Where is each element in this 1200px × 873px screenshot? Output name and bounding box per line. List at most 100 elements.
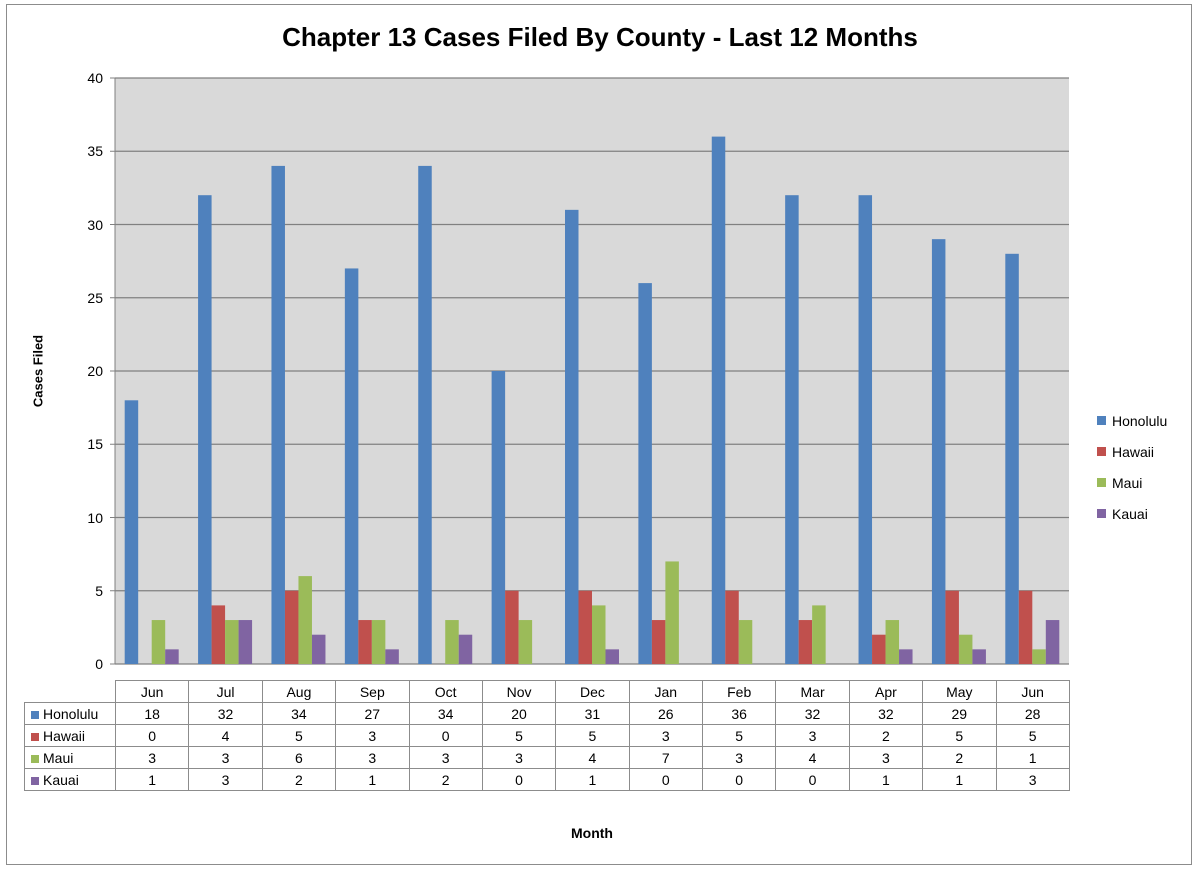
table-cell: 18 [114, 702, 190, 725]
table-cell: 7 [628, 746, 704, 769]
bar-maui-feb [738, 620, 753, 664]
table-cell: 5 [555, 724, 630, 747]
bar-maui-may [958, 634, 973, 664]
legend-item-honolulu: Honolulu [1097, 405, 1167, 436]
table-cell: 3 [701, 746, 777, 769]
table-cell: 5 [261, 724, 337, 747]
table-cell: 36 [701, 702, 777, 725]
table-swatch [31, 754, 39, 763]
bar-honolulu-aug [271, 165, 285, 664]
bar-hawaii-dec [578, 590, 592, 664]
x-tick-label: Dec [555, 680, 630, 703]
bar-maui-mar [812, 605, 826, 664]
table-cell: 0 [628, 768, 704, 791]
table-cell: 3 [335, 724, 410, 747]
bar-kauai-jun [1045, 620, 1060, 664]
table-cell: 2 [408, 768, 483, 791]
x-tick-label: Sep [335, 680, 410, 703]
y-tick-label: 25 [87, 289, 103, 306]
table-cell: 34 [408, 702, 483, 725]
table-cell: 0 [775, 768, 850, 791]
table-cell: 5 [481, 724, 557, 747]
legend: Honolulu Hawaii Maui Kauai [1097, 405, 1167, 529]
legend-label: Maui [1112, 474, 1143, 491]
table-cell: 6 [261, 746, 337, 769]
table-cell: 1 [114, 768, 190, 791]
table-row-header: Kauai [24, 768, 116, 791]
table-cell: 2 [261, 768, 337, 791]
table-cell: 0 [114, 724, 190, 747]
x-tick-label: May [922, 680, 997, 703]
table-cell: 4 [555, 746, 630, 769]
table-series-name: Maui [43, 749, 74, 766]
table-row: Hawaii 0 4 5 3 0 5 5 3 5 3 2 5 5 [24, 724, 1070, 747]
table-cell: 3 [628, 724, 704, 747]
bar-maui-apr [885, 620, 900, 664]
x-axis-label: Month [571, 825, 613, 841]
bar-kauai-apr [899, 649, 913, 664]
y-tick-label: 40 [87, 70, 103, 86]
legend-label: Hawaii [1112, 443, 1155, 460]
bar-hawaii-jan [651, 620, 666, 664]
x-tick-label: Apr [848, 680, 924, 703]
bar-maui-dec [592, 605, 606, 664]
table-cell: 3 [408, 746, 483, 769]
table-cell: 1 [922, 768, 997, 791]
legend-swatch [1097, 416, 1106, 425]
table-cell: 2 [848, 724, 924, 747]
bar-honolulu-nov [491, 371, 506, 664]
table-cell: 26 [628, 702, 704, 725]
data-table: Jun Jul Aug Sep Oct Nov Dec Jan Feb Mar Apr May Jun H… [24, 680, 1070, 791]
table-cell: 1 [555, 768, 630, 791]
bar-honolulu-sep [344, 268, 359, 664]
table-row-header: Honolulu [24, 702, 116, 725]
legend-item-hawaii: Hawaii [1097, 436, 1167, 467]
bar-hawaii-jun [1018, 590, 1033, 664]
table-cell: 3 [481, 746, 557, 769]
table-cell: 3 [848, 746, 924, 769]
x-tick-label: Jun [995, 680, 1070, 703]
bar-honolulu-dec [565, 209, 579, 664]
table-cell: 27 [335, 702, 410, 725]
bar-maui-nov [518, 620, 533, 664]
table-cell: 3 [188, 768, 263, 791]
bar-hawaii-jul [211, 605, 226, 664]
table-cell: 2 [922, 746, 997, 769]
bar-honolulu-jun [124, 400, 139, 664]
table-cell: 0 [481, 768, 557, 791]
table-cell: 20 [481, 702, 557, 725]
table-cell: 0 [701, 768, 777, 791]
y-tick-label: 35 [87, 143, 103, 160]
bar-kauai-sep [385, 649, 399, 664]
bar-hawaii-aug [284, 590, 299, 664]
bar-kauai-oct [458, 634, 473, 664]
legend-item-kauai: Kauai [1097, 498, 1167, 529]
table-swatch [31, 732, 39, 741]
table-cell: 1 [848, 768, 924, 791]
x-tick-label: Oct [408, 680, 483, 703]
y-tick-label: 5 [95, 582, 103, 599]
table-cell: 31 [555, 702, 630, 725]
table-row-header: Maui [24, 746, 116, 769]
table-series-name: Hawaii [43, 727, 86, 744]
bar-hawaii-apr [872, 634, 886, 664]
table-cell: 1 [995, 746, 1070, 769]
table-cell: 32 [775, 702, 850, 725]
bar-maui-sep [371, 620, 386, 664]
bar-kauai-jul [238, 620, 253, 664]
bar-honolulu-feb [711, 136, 726, 665]
bar-honolulu-jul [198, 195, 212, 664]
table-cell: 5 [922, 724, 997, 747]
y-tick-label: 20 [87, 363, 103, 379]
table-swatch [31, 776, 39, 785]
bar-hawaii-sep [358, 620, 372, 664]
table-cell: 3 [114, 746, 190, 769]
y-tick-label: 10 [87, 509, 103, 526]
bar-maui-jun [1032, 649, 1046, 664]
legend-swatch [1097, 478, 1106, 487]
bar-maui-jul [225, 620, 239, 664]
bar-honolulu-mar [785, 195, 799, 664]
table-cell: 1 [335, 768, 410, 791]
bar-kauai-jun [165, 649, 179, 664]
